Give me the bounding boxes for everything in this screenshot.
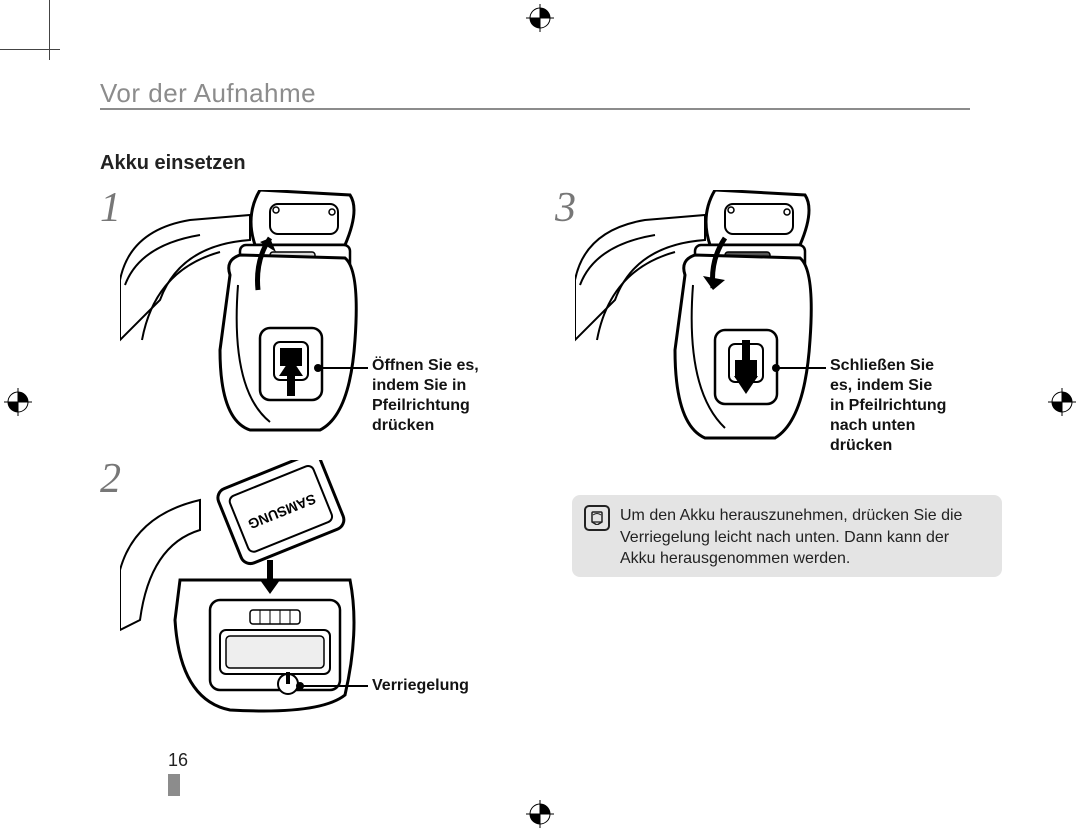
step1-label: Öffnen Sie es, indem Sie in Pfeilrichtun… [372, 356, 479, 436]
note-box: Um den Akku herauszunehmen, drücken Sie … [572, 495, 1002, 577]
callout-line-2 [300, 685, 368, 687]
illustration-step2: SAMSUNG [120, 460, 360, 720]
step-number-2: 2 [100, 455, 121, 503]
note-icon [584, 505, 610, 531]
step2-label: Verriegelung [372, 676, 469, 696]
callout-line-1 [318, 367, 368, 369]
registration-mark-left [4, 388, 32, 416]
step3-label: Schließen Sie es, indem Sie in Pfeilrich… [830, 356, 946, 456]
chapter-rule [100, 108, 970, 110]
step-number-3: 3 [555, 184, 576, 232]
page-number: 16 [168, 750, 188, 771]
page-tab-marker [168, 774, 180, 796]
illustration-step3 [575, 190, 815, 450]
crop-line-horizontal [0, 49, 60, 50]
chapter-title: Vor der Aufnahme [100, 78, 316, 109]
callout-line-3 [776, 367, 826, 369]
section-title: Akku einsetzen [100, 152, 246, 175]
registration-mark-top [526, 4, 554, 32]
crop-line-vertical [49, 0, 50, 60]
step-number-1: 1 [100, 184, 121, 232]
illustration-step1 [120, 190, 360, 440]
registration-mark-bottom [526, 800, 554, 828]
registration-mark-right [1048, 388, 1076, 416]
note-text: Um den Akku herauszunehmen, drücken Sie … [620, 507, 962, 567]
